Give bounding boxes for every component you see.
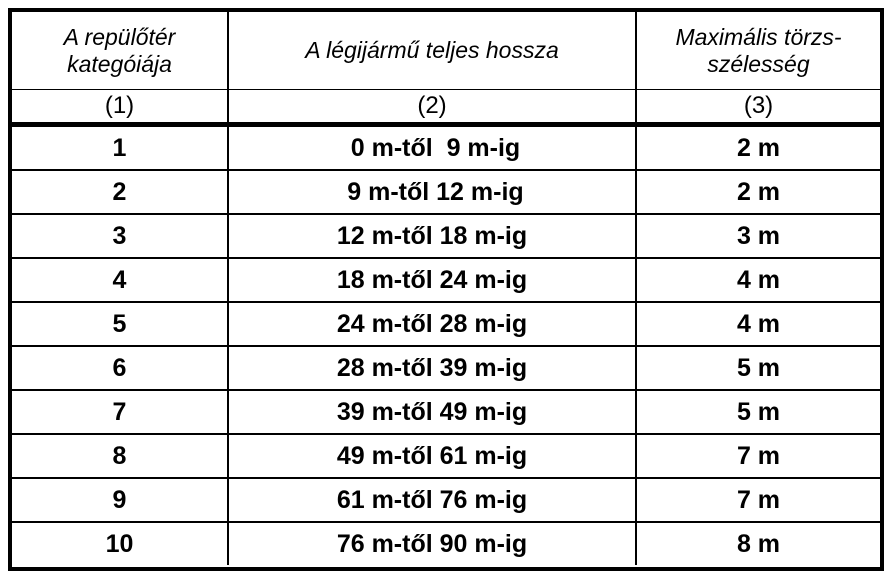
header-width-line1: Maximális törzs- bbox=[675, 23, 842, 50]
cell-length: 18 m-től 24 m-ig bbox=[227, 257, 637, 303]
cell-category: 9 bbox=[12, 477, 229, 523]
header-row: A repülőtér kategóiája A légijármű telje… bbox=[12, 12, 880, 90]
cell-width: 5 m bbox=[635, 389, 880, 435]
table-row: 3 12 m-től 18 m-ig 3 m bbox=[12, 213, 880, 259]
cell-category: 8 bbox=[12, 433, 229, 479]
cell-width: 4 m bbox=[635, 257, 880, 303]
cell-length: 24 m-től 28 m-ig bbox=[227, 301, 637, 347]
cell-length: 9 m-től 12 m-ig bbox=[227, 169, 637, 215]
column-number-1: (1) bbox=[12, 89, 229, 127]
column-number-3: (3) bbox=[635, 89, 880, 127]
header-category-line2: kategóiája bbox=[67, 50, 172, 77]
cell-length: 39 m-től 49 m-ig bbox=[227, 389, 637, 435]
cell-category: 3 bbox=[12, 213, 229, 259]
table-row: 9 61 m-től 76 m-ig 7 m bbox=[12, 477, 880, 523]
cell-width: 3 m bbox=[635, 213, 880, 259]
cell-length: 61 m-től 76 m-ig bbox=[227, 477, 637, 523]
cell-category: 10 bbox=[12, 521, 229, 565]
cell-category: 1 bbox=[12, 124, 229, 171]
table-row: 4 18 m-től 24 m-ig 4 m bbox=[12, 257, 880, 303]
cell-length: 12 m-től 18 m-ig bbox=[227, 213, 637, 259]
cell-length: 76 m-től 90 m-ig bbox=[227, 521, 637, 565]
cell-category: 7 bbox=[12, 389, 229, 435]
table-row: 7 39 m-től 49 m-ig 5 m bbox=[12, 389, 880, 435]
column-number-row: (1) (2) (3) bbox=[12, 89, 880, 127]
header-width-line2: szélesség bbox=[707, 50, 810, 77]
table-frame: A repülőtér kategóiája A légijármű telje… bbox=[8, 8, 884, 571]
cell-category: 2 bbox=[12, 169, 229, 215]
table-row: 6 28 m-től 39 m-ig 5 m bbox=[12, 345, 880, 391]
header-length: A légijármű teljes hossza bbox=[227, 12, 637, 90]
cell-width: 7 m bbox=[635, 477, 880, 523]
header-category: A repülőtér kategóiája bbox=[12, 12, 229, 90]
table-row: 1 0 m-től 9 m-ig 2 m bbox=[12, 124, 880, 171]
aerodrome-category-table: A repülőtér kategóiája A légijármű telje… bbox=[12, 12, 880, 565]
table-row: 8 49 m-től 61 m-ig 7 m bbox=[12, 433, 880, 479]
cell-category: 6 bbox=[12, 345, 229, 391]
cell-category: 4 bbox=[12, 257, 229, 303]
cell-category: 5 bbox=[12, 301, 229, 347]
cell-width: 2 m bbox=[635, 124, 880, 171]
table-row: 10 76 m-től 90 m-ig 8 m bbox=[12, 521, 880, 565]
table-row: 2 9 m-től 12 m-ig 2 m bbox=[12, 169, 880, 215]
column-number-2: (2) bbox=[227, 89, 637, 127]
header-width: Maximális törzs- szélesség bbox=[635, 12, 880, 90]
cell-length: 28 m-től 39 m-ig bbox=[227, 345, 637, 391]
cell-width: 4 m bbox=[635, 301, 880, 347]
table-row: 5 24 m-től 28 m-ig 4 m bbox=[12, 301, 880, 347]
cell-width: 7 m bbox=[635, 433, 880, 479]
cell-width: 8 m bbox=[635, 521, 880, 565]
cell-length: 0 m-től 9 m-ig bbox=[227, 124, 637, 171]
cell-width: 2 m bbox=[635, 169, 880, 215]
cell-width: 5 m bbox=[635, 345, 880, 391]
header-category-line1: A repülőtér bbox=[63, 23, 176, 50]
cell-length: 49 m-től 61 m-ig bbox=[227, 433, 637, 479]
